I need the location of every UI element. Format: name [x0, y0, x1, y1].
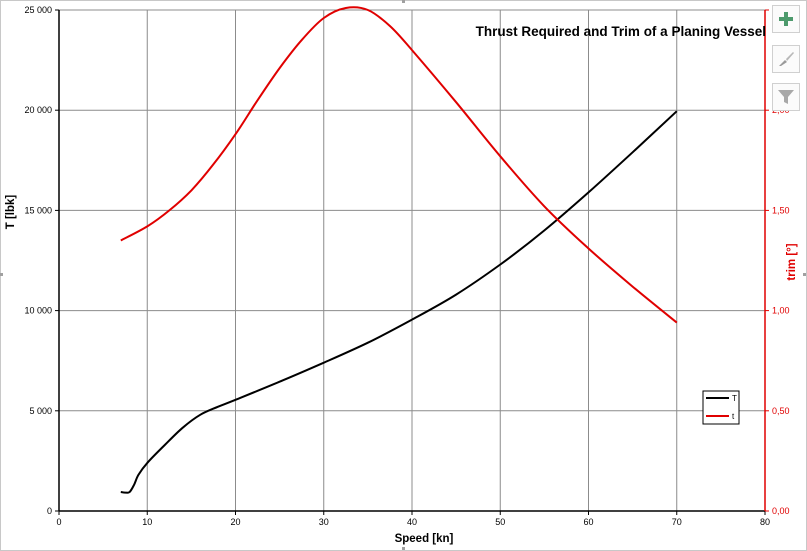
series-line-T	[120, 110, 678, 494]
x-tick-label: 50	[495, 517, 505, 527]
x-tick-label: 80	[760, 517, 770, 527]
series-lines	[120, 6, 678, 494]
funnel-icon	[778, 90, 794, 104]
resize-handle[interactable]	[402, 547, 405, 550]
resize-handle[interactable]	[402, 0, 405, 3]
resize-handle[interactable]	[0, 273, 3, 276]
x-tick-label: 10	[142, 517, 152, 527]
y-tick-label: 0	[47, 506, 52, 516]
x-tick-label: 30	[319, 517, 329, 527]
series-line-t	[120, 6, 678, 324]
y2-tick-label: 0,00	[772, 506, 790, 516]
x-tick-label: 20	[230, 517, 240, 527]
brush-icon	[779, 52, 794, 66]
legend-label-t: t	[732, 412, 735, 421]
tick-labels: 0 10 20 30 40 50 60 70 80 0 0,00 5 000 0,50 10 000 1,0…	[24, 5, 789, 527]
x-tick-label: 0	[56, 517, 61, 527]
resize-handle[interactable]	[803, 273, 806, 276]
y2-axis-label: trim [°]	[786, 243, 798, 280]
x-tick-label: 60	[583, 517, 593, 527]
chart-title: Thrust Required and Trim of a Planing Ve…	[476, 24, 766, 39]
x-tick-label: 70	[672, 517, 682, 527]
y2-tick-label: 0,50	[772, 406, 790, 416]
y-tick-label: 20 000	[24, 105, 52, 115]
x-axis-label: Speed [kn]	[395, 533, 454, 545]
y2-tick-label: 1,50	[772, 205, 790, 215]
gridlines	[59, 9, 765, 511]
chart-elements-button[interactable]	[772, 5, 800, 33]
axes	[55, 9, 769, 515]
legend: T t	[702, 390, 740, 425]
y-axis-label: T [lbk]	[5, 195, 17, 230]
plus-icon	[779, 12, 793, 26]
y-tick-label: 15 000	[24, 205, 52, 215]
chart-filters-button[interactable]	[772, 83, 800, 111]
legend-box	[702, 390, 740, 425]
chart-styles-button[interactable]	[772, 45, 800, 73]
legend-label-T: T	[732, 394, 737, 403]
y2-tick-label: 1,00	[772, 306, 790, 316]
y-tick-label: 5 000	[29, 406, 52, 416]
y-tick-label: 25 000	[24, 5, 52, 15]
y-tick-label: 10 000	[24, 306, 52, 316]
x-tick-label: 40	[407, 517, 417, 527]
